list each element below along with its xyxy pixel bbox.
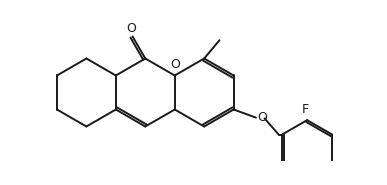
Text: O: O: [126, 22, 136, 35]
Text: O: O: [258, 111, 267, 124]
Text: O: O: [170, 58, 180, 71]
Text: F: F: [302, 103, 309, 116]
